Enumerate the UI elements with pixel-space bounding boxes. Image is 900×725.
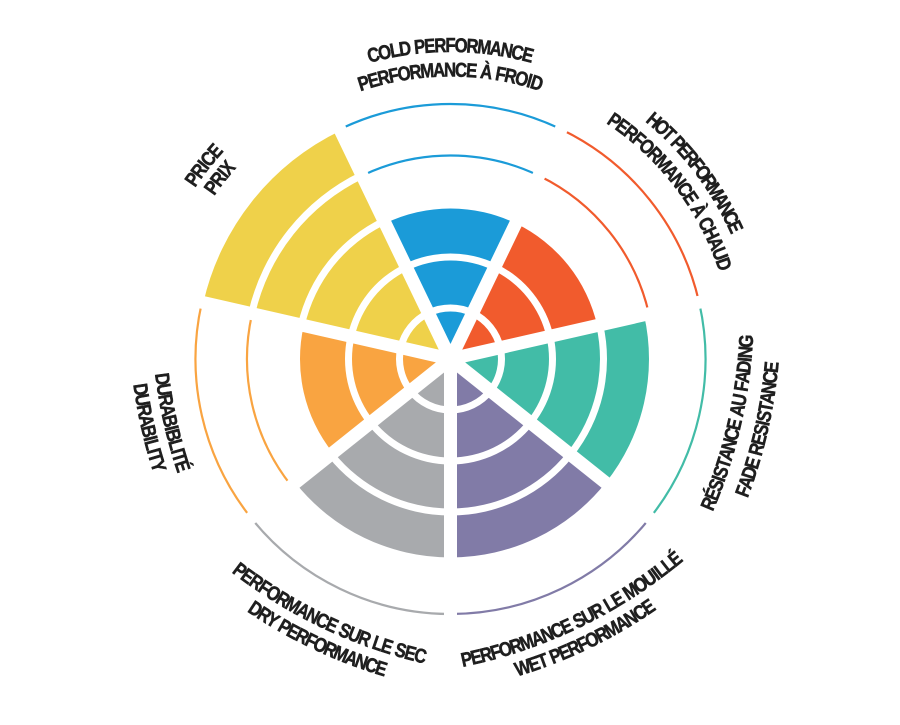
svg-text:A: A [134,413,159,430]
svg-text:R: R [154,392,179,408]
svg-text:I: I [751,418,774,427]
svg-text:E: E [468,644,484,669]
svg-text:N: N [733,345,757,359]
svg-text:P: P [413,35,426,59]
svg-text:A: A [725,402,750,418]
svg-text:R: R [477,642,494,667]
svg-text:I: I [160,423,183,433]
svg-text:F: F [494,62,508,86]
svg-text:B: B [161,426,186,443]
svg-text:C: C [758,370,782,385]
svg-text:M: M [419,59,435,83]
svg-text:E: E [722,416,747,432]
svg-text:G: G [734,334,757,348]
svg-text:A: A [433,58,446,81]
svg-text:L: L [388,38,402,62]
svg-text:D: D [151,372,175,387]
svg-text:I: I [524,69,535,92]
svg-text:S: S [752,408,776,423]
svg-text:E: E [423,34,436,57]
svg-text:À: À [479,60,494,84]
svg-text:N: N [444,58,456,81]
svg-text:W: W [512,654,535,681]
svg-text:P: P [459,647,475,672]
svg-text:R: R [434,34,447,57]
svg-text:U: U [152,382,176,398]
svg-text:U: U [131,392,155,408]
svg-text:N: N [757,380,781,395]
svg-text:I: I [143,446,166,457]
svg-text:C: C [719,426,744,443]
svg-text:I: I [733,356,756,363]
svg-text:U: U [727,392,752,408]
svg-text:F: F [386,63,401,87]
svg-text:O: O [396,61,413,86]
svg-text:R: R [132,402,157,418]
svg-text:F: F [729,379,753,392]
svg-text:C: C [455,58,468,81]
svg-text:S: S [749,422,774,438]
svg-text:M: M [476,35,492,59]
svg-text:A: A [755,390,779,406]
svg-text:N: N [499,38,515,63]
svg-text:E: E [746,431,771,447]
svg-text:A: A [488,36,503,60]
svg-text:O: O [376,39,394,64]
svg-text:E: E [465,58,478,81]
svg-text:C: C [412,643,429,668]
svg-text:B: B [158,412,183,429]
svg-text:O: O [454,34,468,57]
svg-text:A: A [156,402,181,418]
svg-text:D: D [732,360,756,374]
svg-text:B: B [137,423,162,440]
svg-text:E: E [759,361,783,374]
svg-text:D: D [397,36,412,60]
svg-text:R: R [466,34,480,58]
svg-text:O: O [513,66,531,91]
svg-text:C: C [365,42,382,67]
svg-text:I: I [139,433,162,443]
svg-text:I: I [166,445,189,456]
svg-text:R: R [408,60,423,84]
svg-text:C: C [509,40,526,65]
svg-text:R: R [375,65,392,90]
svg-text:D: D [129,382,153,397]
svg-text:R: R [502,63,519,88]
svg-text:R: R [744,440,769,458]
svg-text:F: F [445,34,455,57]
svg-text:A: A [730,369,754,384]
